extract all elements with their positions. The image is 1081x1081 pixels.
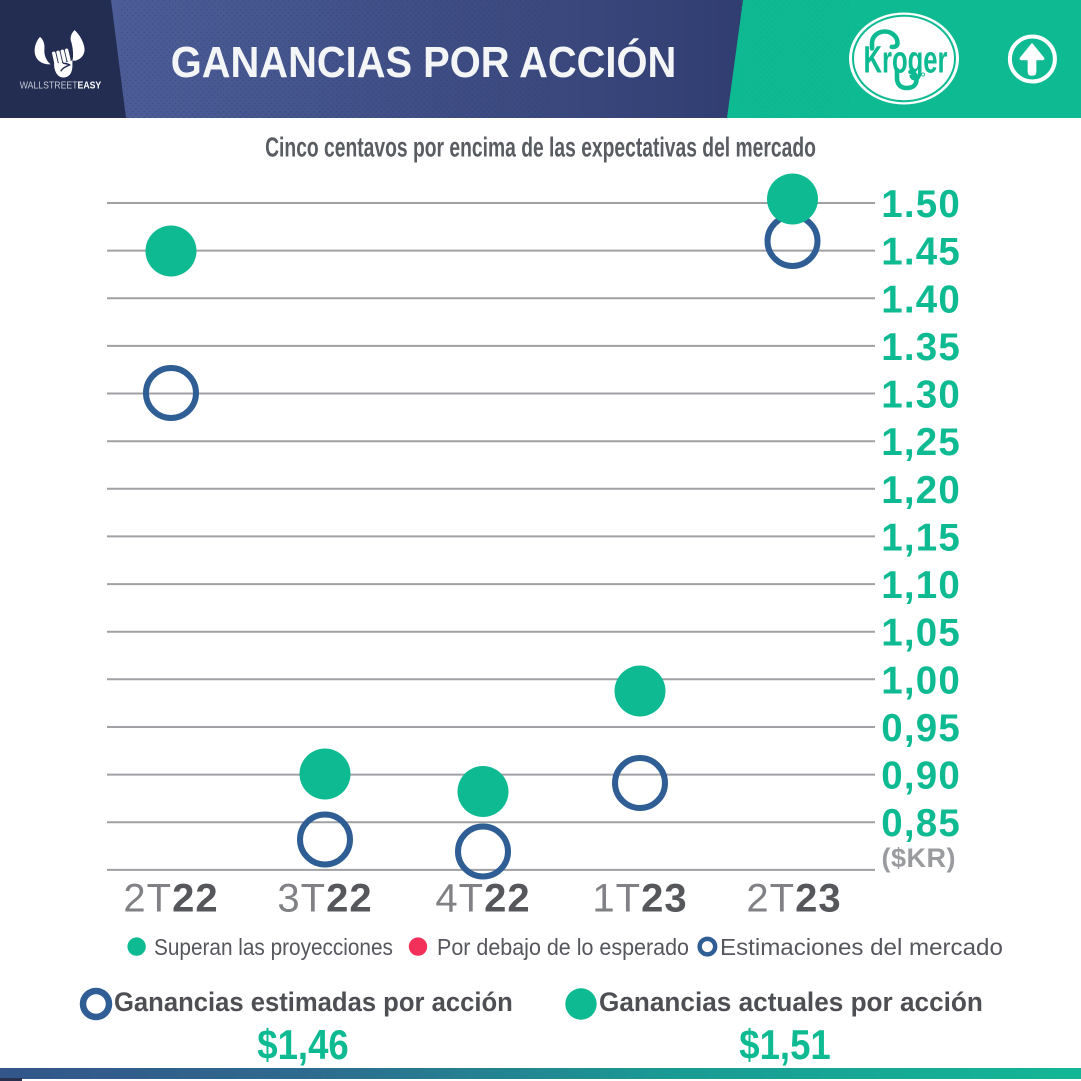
svg-text:0,90: 0,90 (881, 755, 961, 798)
svg-text:0,85: 0,85 (881, 802, 961, 845)
svg-text:Por debajo de lo esperado: Por debajo de lo esperado (437, 934, 689, 960)
svg-text:1,00: 1,00 (881, 659, 961, 702)
svg-text:1.35: 1.35 (881, 326, 961, 369)
svg-text:Ganancias estimadas por acción: Ganancias estimadas por acción (114, 986, 513, 1017)
svg-text:1.50: 1.50 (881, 183, 961, 226)
svg-text:Cinco centavos por encima de l: Cinco centavos por encima de las expecta… (265, 132, 816, 163)
svg-text:1,25: 1,25 (881, 421, 961, 464)
svg-text:Ganancias actuales por acción: Ganancias actuales por acción (599, 987, 983, 1017)
svg-text:($KR): ($KR) (882, 843, 957, 873)
svg-text:1.45: 1.45 (881, 231, 961, 274)
svg-text:1,10: 1,10 (881, 564, 961, 607)
svg-text:1,05: 1,05 (881, 612, 961, 655)
svg-text:1,20: 1,20 (881, 469, 961, 512)
svg-text:2T23: 2T23 (746, 877, 841, 921)
svg-text:2T22: 2T22 (123, 877, 218, 921)
svg-text:GANANCIAS POR ACCIÓN: GANANCIAS POR ACCIÓN (171, 36, 677, 86)
svg-text:1.30: 1.30 (881, 374, 961, 417)
svg-text:1.40: 1.40 (881, 278, 961, 321)
svg-text:$1,46: $1,46 (257, 1022, 348, 1068)
svg-text:1T23: 1T23 (592, 877, 687, 921)
svg-text:$1,51: $1,51 (739, 1022, 830, 1068)
svg-text:Superan las proyecciones: Superan las proyecciones (154, 934, 393, 960)
svg-text:Kroger: Kroger (863, 38, 947, 80)
svg-text:3T22: 3T22 (277, 877, 372, 921)
svg-text:Estimaciones del mercado: Estimaciones del mercado (720, 935, 1003, 960)
svg-text:WALLSTREETEASY: WALLSTREETEASY (20, 80, 102, 91)
svg-text:0,95: 0,95 (881, 707, 961, 750)
svg-text:1,15: 1,15 (881, 516, 961, 559)
svg-text:4T22: 4T22 (435, 877, 530, 921)
